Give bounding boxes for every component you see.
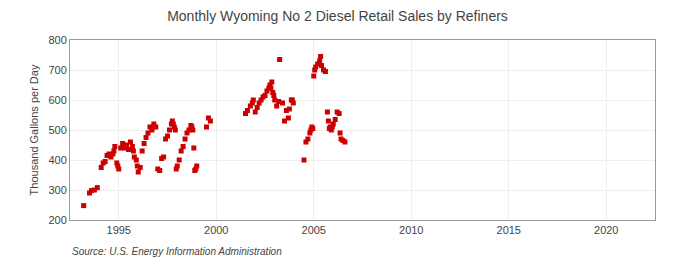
svg-text:800: 800 xyxy=(48,34,66,46)
svg-text:400: 400 xyxy=(48,154,66,166)
svg-text:200: 200 xyxy=(48,214,66,226)
svg-text:Source: U.S. Energy Informatio: Source: U.S. Energy Information Administ… xyxy=(72,246,282,257)
svg-text:Thousand Gallons per Day: Thousand Gallons per Day xyxy=(28,64,40,195)
svg-text:500: 500 xyxy=(48,124,66,136)
svg-text:2010: 2010 xyxy=(399,224,423,236)
svg-text:300: 300 xyxy=(48,184,66,196)
svg-text:2005: 2005 xyxy=(302,224,326,236)
svg-text:2015: 2015 xyxy=(497,224,521,236)
svg-text:2020: 2020 xyxy=(594,224,618,236)
svg-text:Monthly Wyoming No 2 Diesel Re: Monthly Wyoming No 2 Diesel Retail Sales… xyxy=(167,8,508,24)
svg-text:1995: 1995 xyxy=(107,224,131,236)
svg-text:600: 600 xyxy=(48,94,66,106)
svg-text:2000: 2000 xyxy=(204,224,228,236)
svg-text:700: 700 xyxy=(48,64,66,76)
